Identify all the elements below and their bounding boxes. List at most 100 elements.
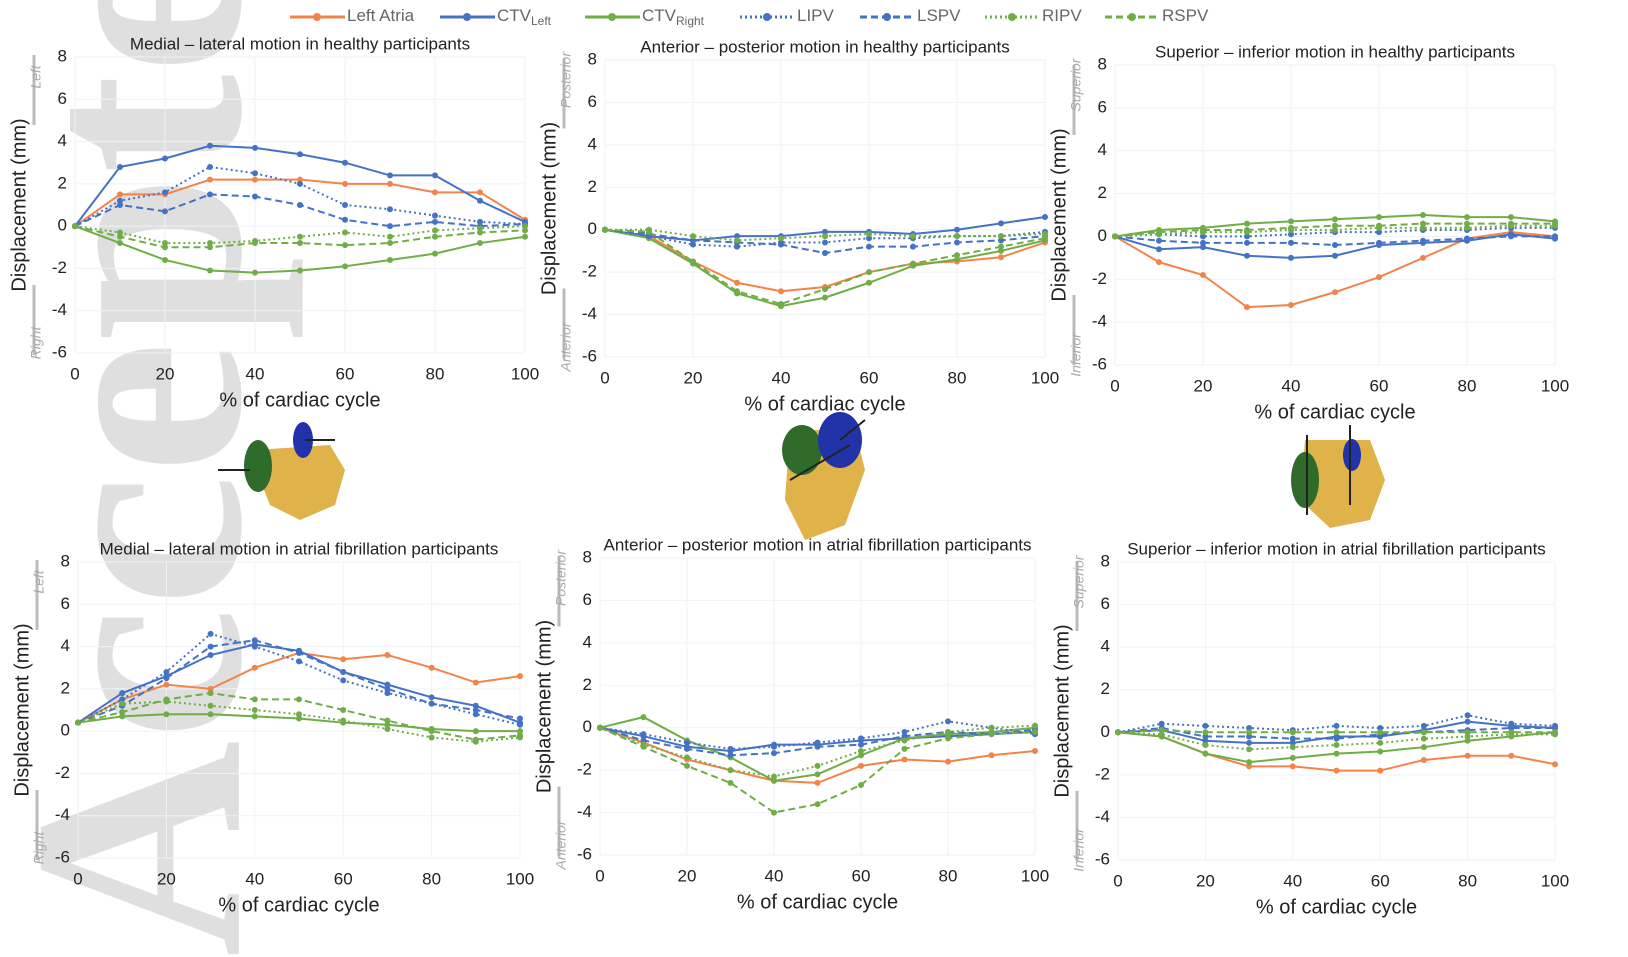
data-point [778, 300, 784, 307]
x-tick-label: 20 [1194, 376, 1213, 395]
y-tick-label: -6 [55, 847, 70, 866]
data-point [432, 227, 438, 234]
heart-illustration-1 [218, 422, 345, 520]
data-point [472, 679, 479, 686]
data-point [1376, 214, 1382, 221]
data-point [472, 707, 479, 713]
data-point [297, 180, 303, 187]
data-point [517, 721, 523, 728]
x-tick-label: 20 [156, 364, 175, 383]
data-point [428, 700, 435, 707]
data-point [251, 707, 258, 713]
data-point [387, 240, 393, 247]
data-point [252, 269, 258, 276]
y-tick-label: -2 [52, 258, 67, 277]
data-point [432, 250, 438, 257]
direction-label: Left [31, 569, 47, 593]
data-point [1200, 239, 1206, 246]
x-tick-label: 80 [422, 869, 441, 888]
x-tick-label: 40 [1282, 376, 1301, 395]
data-point [162, 240, 168, 247]
series-line [599, 720, 1036, 750]
x-tick-label: 20 [1196, 871, 1215, 890]
data-point [1508, 720, 1515, 727]
data-point [75, 719, 81, 726]
data-point [117, 240, 123, 247]
data-point [1202, 722, 1209, 729]
y-tick-label: 8 [583, 547, 592, 566]
data-point [640, 731, 647, 738]
data-point [814, 779, 821, 786]
data-point [945, 728, 951, 735]
data-point [517, 673, 523, 680]
data-point [251, 713, 258, 720]
data-point [1420, 212, 1426, 218]
legend-label: RIPV [1042, 6, 1082, 25]
data-point [771, 743, 777, 750]
x-tick-label: 80 [426, 364, 445, 383]
legend-name: LIPV [797, 6, 835, 25]
data-point [822, 228, 828, 235]
data-point [1333, 767, 1340, 774]
data-point [342, 242, 348, 249]
data-point [1156, 246, 1162, 253]
data-point [1377, 739, 1384, 746]
x-tick-label: 60 [1371, 871, 1390, 890]
legend-name: CTV [497, 6, 532, 25]
data-point [1156, 259, 1162, 266]
data-point [384, 726, 391, 733]
data-point [432, 233, 438, 240]
y-axis-label: Displacement (mm) [538, 122, 560, 295]
data-point [1420, 744, 1427, 751]
data-point [522, 223, 528, 230]
direction-label: Superior [1071, 554, 1087, 608]
data-point [1552, 725, 1558, 732]
data-point [690, 237, 696, 244]
data-point [163, 675, 170, 682]
data-point [207, 244, 213, 251]
data-point [1332, 222, 1338, 229]
data-point [297, 202, 303, 208]
data-point [477, 229, 483, 236]
legend-label: LSPV [917, 6, 961, 25]
data-point [901, 737, 908, 744]
data-point [822, 233, 828, 240]
data-point [1032, 728, 1038, 735]
y-tick-label: 6 [1101, 594, 1110, 613]
data-point [387, 180, 393, 187]
data-point [340, 668, 347, 675]
y-tick-label: 8 [61, 551, 70, 570]
x-tick-label: 20 [157, 869, 176, 888]
y-tick-label: 4 [583, 632, 592, 651]
data-point [517, 732, 523, 739]
data-point [690, 241, 696, 248]
direction-label: Right [31, 831, 47, 865]
data-point [778, 235, 784, 242]
data-point [954, 239, 960, 246]
data-point [1552, 761, 1558, 768]
data-point [207, 176, 213, 183]
data-point [1200, 227, 1206, 233]
y-tick-label: 6 [58, 89, 67, 108]
legend-label: CTVRight [642, 6, 705, 28]
legend-name: CTV [642, 6, 677, 25]
data-point [1244, 252, 1250, 259]
data-point [1420, 224, 1426, 231]
data-point [1508, 725, 1515, 732]
data-point [163, 668, 170, 675]
data-point [1464, 214, 1470, 221]
data-point [1552, 233, 1558, 240]
y-tick-label: 4 [588, 134, 597, 153]
data-point [517, 715, 523, 722]
data-point [646, 228, 652, 235]
data-point [597, 724, 603, 731]
chart-title: Anterior – posterior motion in healthy p… [640, 37, 1009, 56]
data-point [1332, 216, 1338, 223]
data-point [602, 226, 608, 233]
data-point [72, 223, 78, 230]
y-tick-label: 2 [1098, 183, 1107, 202]
y-tick-label: -6 [1092, 354, 1107, 373]
direction-label: Anterior [553, 819, 569, 870]
heart-illustration-3 [1291, 425, 1385, 528]
data-point [119, 709, 126, 716]
